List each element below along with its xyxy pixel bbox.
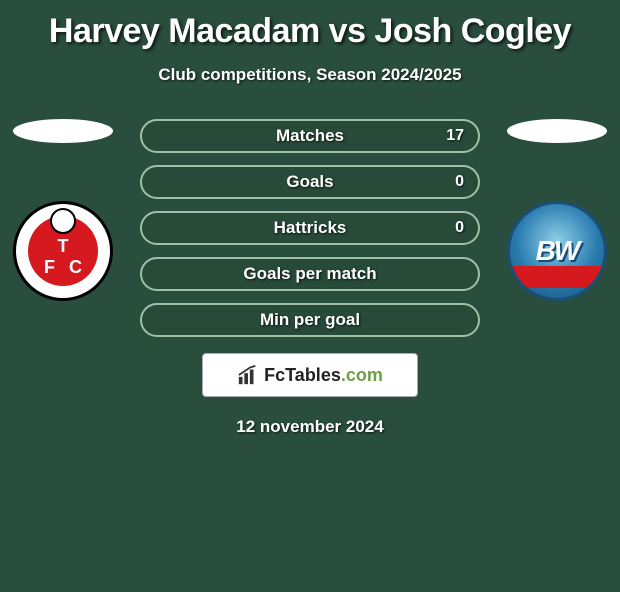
- ribbon-icon: [510, 266, 604, 288]
- brand-logo: FcTables.com: [202, 353, 418, 397]
- brand-name: FcTables: [264, 365, 341, 385]
- stats-column: Matches 17 Goals 0 Hattricks 0 Goals per…: [140, 119, 480, 337]
- right-player-avatar: [507, 119, 607, 143]
- stat-label: Matches: [276, 126, 344, 146]
- stat-row-hattricks: Hattricks 0: [140, 211, 480, 245]
- comparison-layout: TFC Matches 17 Goals 0 Hattricks 0 Goals…: [0, 119, 620, 337]
- left-club-badge-inner: TFC: [28, 216, 98, 286]
- page-title: Harvey Macadam vs Josh Cogley: [0, 12, 620, 51]
- stat-label: Goals: [286, 172, 333, 192]
- stat-row-goals-per-match: Goals per match: [140, 257, 480, 291]
- subtitle: Club competitions, Season 2024/2025: [0, 65, 620, 85]
- stat-row-min-per-goal: Min per goal: [140, 303, 480, 337]
- date-label: 12 november 2024: [0, 417, 620, 437]
- stat-value-right: 0: [455, 173, 464, 191]
- stat-row-matches: Matches 17: [140, 119, 480, 153]
- stat-value-right: 17: [446, 127, 464, 145]
- left-player-avatar: [13, 119, 113, 143]
- stat-label: Min per goal: [260, 310, 360, 330]
- bar-chart-icon: [237, 364, 259, 386]
- right-club-badge: BW: [507, 201, 607, 301]
- stat-label: Hattricks: [274, 218, 347, 238]
- left-player-column: TFC: [8, 119, 118, 301]
- left-club-badge: TFC: [13, 201, 113, 301]
- brand-text: FcTables.com: [264, 365, 383, 386]
- stat-label: Goals per match: [243, 264, 376, 284]
- brand-domain: .com: [341, 365, 383, 385]
- right-player-column: BW: [502, 119, 612, 301]
- left-club-initials: TFC: [28, 216, 98, 286]
- stat-row-goals: Goals 0: [140, 165, 480, 199]
- right-club-initials: BW: [536, 235, 579, 267]
- stat-value-right: 0: [455, 219, 464, 237]
